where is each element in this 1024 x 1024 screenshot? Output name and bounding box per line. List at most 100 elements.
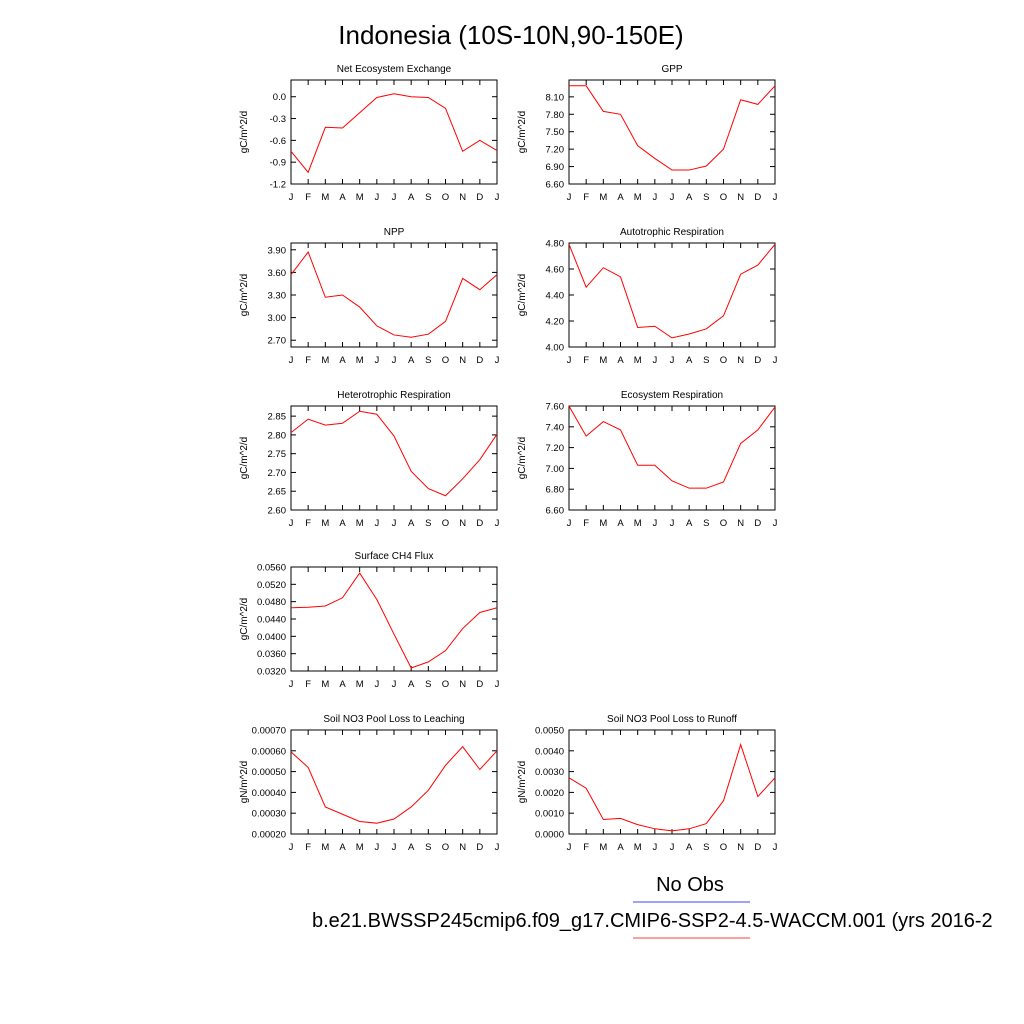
x-tick-label: A (339, 679, 346, 690)
x-tick-label: J (567, 842, 572, 853)
x-tick-label: J (495, 518, 500, 529)
y-axis-label: gC/m^2/d (239, 274, 250, 317)
x-tick-label: M (356, 518, 364, 529)
x-tick-label: J (374, 192, 379, 203)
x-tick-label: J (289, 192, 294, 203)
y-tick-label: 3.90 (268, 245, 287, 256)
x-tick-label: J (374, 679, 379, 690)
x-tick-label: F (583, 192, 589, 203)
plot-frame (290, 79, 498, 185)
x-tick-label: J (289, 679, 294, 690)
x-tick-label: M (599, 192, 607, 203)
x-tick-label: O (720, 518, 727, 529)
x-tick-label: A (617, 842, 624, 853)
x-tick-label: J (289, 355, 294, 366)
y-tick-label: 0.0480 (257, 597, 286, 608)
x-tick-label: S (703, 518, 709, 529)
y-tick-label: 0.0010 (535, 809, 564, 820)
y-tick-label: 7.00 (546, 464, 565, 475)
panel-title: Soil NO3 Pool Loss to Leaching (323, 714, 464, 725)
x-tick-label: M (356, 842, 364, 853)
x-tick-label: F (583, 355, 589, 366)
x-tick-label: S (703, 842, 709, 853)
x-tick-label: J (392, 192, 397, 203)
panel-title: Net Ecosystem Exchange (337, 64, 452, 75)
panel-title: Ecosystem Respiration (621, 390, 723, 401)
x-tick-label: O (720, 192, 727, 203)
y-tick-label: 3.30 (268, 291, 287, 302)
panel-title: Soil NO3 Pool Loss to Runoff (607, 714, 737, 725)
y-tick-label: 6.90 (546, 162, 565, 173)
y-axis-label: gC/m^2/d (239, 437, 250, 480)
x-tick-label: N (737, 518, 744, 529)
y-tick-label: 0.0040 (535, 746, 564, 757)
y-tick-label: 4.40 (546, 291, 565, 302)
x-tick-label: D (476, 518, 483, 529)
y-axis-label: gC/m^2/d (239, 111, 250, 154)
y-tick-label: 0.00070 (252, 726, 286, 737)
x-tick-label: J (773, 518, 778, 529)
y-tick-label: 3.00 (268, 313, 287, 324)
x-tick-label: J (495, 192, 500, 203)
plot-frame (290, 566, 498, 672)
x-tick-label: A (408, 192, 415, 203)
y-tick-label: 3.60 (268, 268, 287, 279)
x-tick-label: J (773, 355, 778, 366)
x-tick-label: M (634, 192, 642, 203)
x-tick-label: J (670, 192, 675, 203)
y-tick-label: 0.0050 (535, 726, 564, 737)
y-tick-label: 7.40 (546, 422, 565, 433)
x-tick-label: D (754, 518, 761, 529)
y-tick-label: 0.00060 (252, 746, 286, 757)
y-tick-label: 6.60 (546, 506, 565, 517)
y-tick-label: 7.60 (546, 402, 565, 413)
x-tick-label: J (773, 842, 778, 853)
y-axis-label: gC/m^2/d (517, 274, 528, 317)
data-line (290, 93, 498, 174)
legend-label: b.e21.BWSSP245cmip6.f09_g17.CMIP6-SSP2-4… (312, 910, 993, 932)
x-tick-label: A (686, 842, 693, 853)
y-axis-label: gN/m^2/d (239, 761, 250, 804)
y-axis-label: gC/m^2/d (517, 111, 528, 154)
x-tick-label: N (459, 842, 466, 853)
data-line (290, 745, 498, 824)
legend-label: No Obs (656, 874, 724, 896)
x-tick-label: J (652, 842, 657, 853)
x-tick-label: N (459, 518, 466, 529)
y-tick-label: 6.60 (546, 180, 565, 191)
x-tick-label: J (495, 842, 500, 853)
x-tick-label: J (652, 518, 657, 529)
plot-frame (568, 729, 776, 835)
y-tick-label: -0.9 (270, 158, 286, 169)
x-tick-label: J (670, 355, 675, 366)
x-tick-label: M (599, 518, 607, 529)
y-tick-label: 4.80 (546, 239, 565, 250)
x-tick-label: A (408, 518, 415, 529)
x-tick-label: S (425, 355, 431, 366)
y-tick-label: 7.50 (546, 127, 565, 138)
x-tick-label: O (442, 679, 449, 690)
x-tick-label: D (476, 842, 483, 853)
y-tick-label: 0.0360 (257, 649, 286, 660)
plot-frame (290, 242, 498, 348)
x-tick-label: D (754, 355, 761, 366)
data-line (569, 85, 776, 171)
plot-frame (290, 729, 498, 835)
x-tick-label: A (617, 355, 624, 366)
x-tick-label: S (425, 842, 431, 853)
data-line (290, 410, 498, 497)
data-line (290, 251, 498, 338)
y-tick-label: 2.65 (268, 487, 287, 498)
plot-frame (290, 405, 498, 511)
x-tick-label: S (425, 679, 431, 690)
x-tick-label: S (703, 355, 709, 366)
x-tick-label: A (408, 842, 415, 853)
x-tick-label: M (356, 192, 364, 203)
x-tick-label: D (754, 842, 761, 853)
y-tick-label: 2.70 (268, 336, 287, 347)
x-tick-label: J (392, 355, 397, 366)
figure-title: Indonesia (10S-10N,90-150E) (338, 20, 683, 50)
x-tick-label: M (321, 355, 329, 366)
x-tick-label: F (305, 355, 311, 366)
x-tick-label: F (305, 679, 311, 690)
